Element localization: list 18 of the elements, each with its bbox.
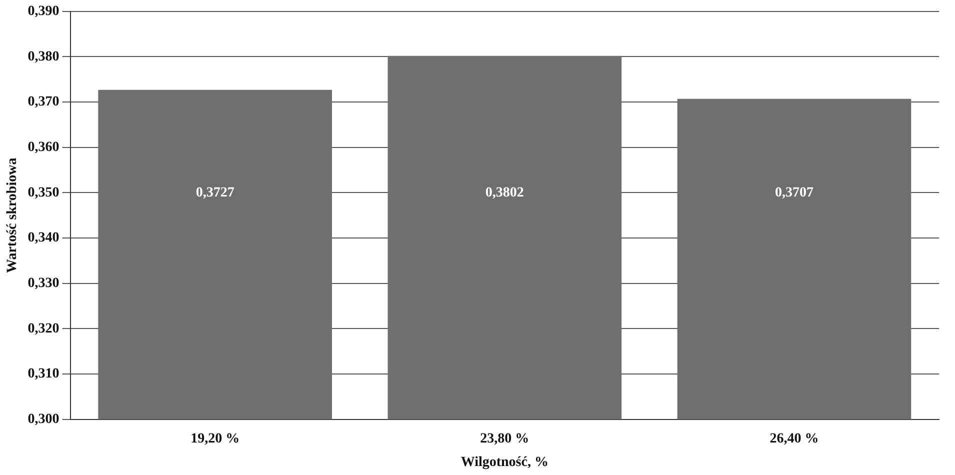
y-tick-label: 0,320 [28, 321, 60, 336]
data-label: 0,3727 [196, 185, 234, 200]
y-tick-label: 0,370 [28, 94, 60, 110]
x-axis-title: Wilgotność, % [460, 455, 548, 470]
x-tick-label: 23,80 % [480, 431, 530, 446]
y-axis-title: Wartość skrobiowa [5, 158, 20, 274]
y-tick-label: 0,300 [28, 412, 60, 428]
y-tick-label: 0,350 [28, 185, 60, 200]
y-tick-label: 0,340 [28, 230, 60, 246]
data-label: 0,3707 [774, 185, 814, 200]
x-tick-label: 19,20 % [190, 431, 240, 446]
y-tick-label: 0,330 [28, 276, 60, 292]
y-tick-label: 0,310 [28, 366, 60, 382]
data-label: 0,3802 [485, 185, 524, 200]
x-tick-label: 26,40 % [770, 431, 819, 446]
y-tick-label: 0,360 [28, 140, 60, 156]
y-tick-label: 0,380 [28, 49, 60, 64]
y-tick-label: 0,390 [28, 4, 60, 20]
